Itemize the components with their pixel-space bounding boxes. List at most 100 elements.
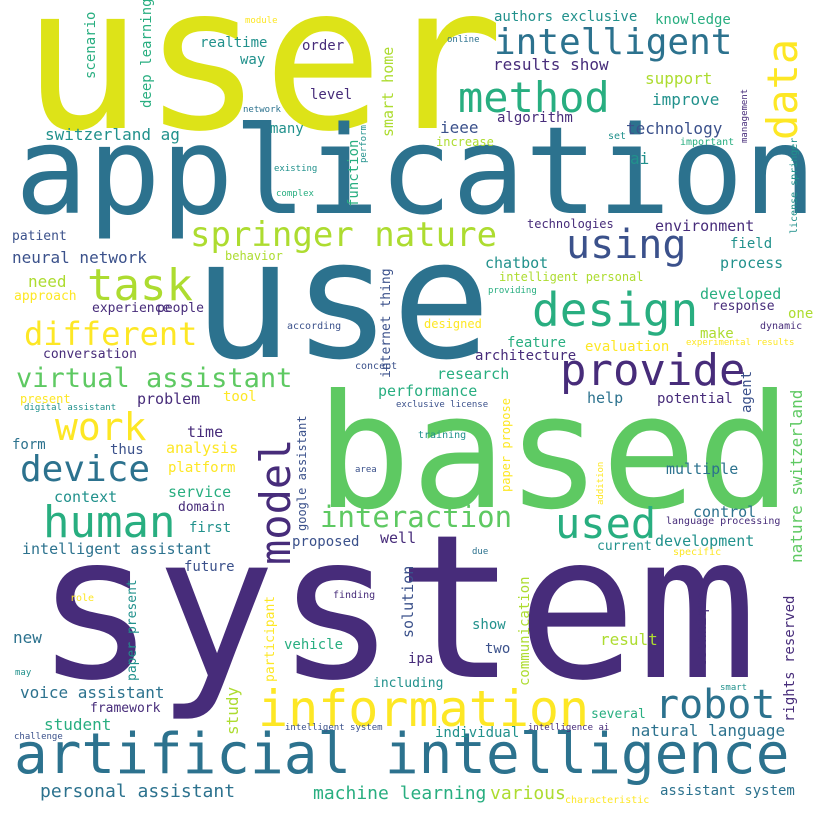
word: make [700,326,734,342]
word: addition [596,461,606,505]
word: ieee [440,118,479,137]
word: algorithm [497,110,573,126]
word: study [223,686,242,735]
word: based [316,361,792,545]
word: different [24,315,198,353]
word: individual [435,725,520,741]
word: paper propose [499,398,513,492]
word: potential [657,391,733,407]
word: important [680,137,735,148]
word: language processing [666,516,781,527]
word: machine learning [313,783,487,804]
word: license springer [789,137,800,234]
word: several [591,707,646,722]
word: information [258,680,590,738]
word: domain [178,500,225,515]
word: research [437,365,510,383]
word: result [600,630,658,649]
word: environment [655,217,755,235]
word: virtual assistant [16,363,293,394]
word: evaluation [585,339,670,355]
word: vehicle [284,637,344,653]
word: level [310,87,353,103]
word: way [240,52,266,68]
word: online [447,35,480,45]
word: show [472,617,506,633]
word: multiple [666,460,739,478]
word: communication [517,576,533,686]
word: intelligent system [285,723,383,733]
word: authors exclusive [494,9,638,25]
word: area [355,465,377,475]
word: specific [673,547,722,558]
word: proposed [292,534,360,550]
word: application [15,101,817,242]
word: solution [399,565,417,638]
word: tool [223,389,257,405]
word: natural language [631,721,786,740]
word: human [43,497,176,548]
word: process [720,254,784,272]
word: need [28,272,67,291]
word: assistant system [660,783,795,799]
word: intelligent assistant [22,540,212,558]
word: device [20,449,151,490]
word: neural network [12,248,147,267]
word: may [15,668,32,678]
word: using [566,222,687,268]
word: google assistant [295,415,309,531]
word: module [245,16,278,26]
word: intelligent [494,22,733,63]
word: system [35,492,758,725]
word: model [251,438,300,565]
word: participant [263,595,278,682]
word: support [645,69,713,88]
word: including [373,676,444,691]
word: switzerland ag [45,125,180,144]
word: feature [507,335,567,351]
word: providing [488,286,537,296]
word: architecture [475,348,577,364]
word: digital assistant [24,403,117,413]
word: method [458,73,610,122]
word: many [270,121,304,137]
word: platform [168,460,236,476]
word: framework [90,701,161,716]
word: current [597,539,652,554]
word: smart [720,683,748,693]
word: concept [355,361,398,372]
word: interaction [320,500,513,534]
word: artificial intelligence [14,722,790,787]
word: ai [630,149,650,168]
word: use [193,204,492,396]
word: help [587,389,624,407]
word: experience [92,301,171,316]
word: analysis [166,439,239,457]
word: internet thing [379,268,394,378]
word: people [157,301,204,316]
word: voice assistant [20,683,165,702]
word: exclusive license [396,400,489,410]
word: various [490,783,566,804]
word: provide [560,345,746,396]
word: response [712,299,775,314]
word: technique [694,592,710,668]
word: personal assistant [40,781,236,802]
word: complex [276,189,314,199]
word: deep learning [139,0,155,108]
word: challenge [14,732,63,742]
word: intelligence ai [528,723,610,733]
word: according [287,321,342,332]
word: developed [700,285,782,303]
word: task [87,260,193,311]
word: data [758,38,807,140]
word: one [788,306,814,322]
word: technology [626,119,723,138]
word: rights reserved [782,595,798,722]
word: ipa [408,651,434,667]
word: future [184,559,235,575]
word: network [243,105,281,115]
word: patient [12,229,67,244]
word: experimental results [686,338,795,348]
